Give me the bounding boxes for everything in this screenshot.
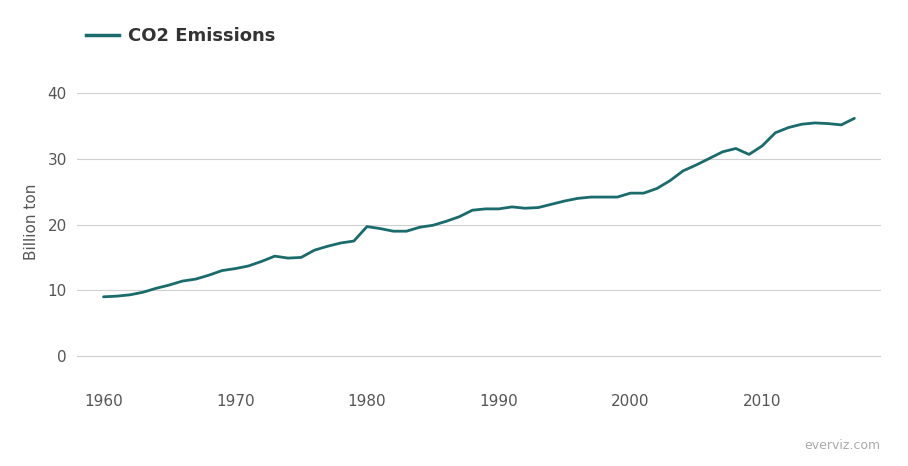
Legend: CO2 Emissions: CO2 Emissions	[86, 27, 275, 45]
Text: everviz.com: everviz.com	[804, 439, 881, 452]
Y-axis label: Billion ton: Billion ton	[24, 183, 39, 260]
